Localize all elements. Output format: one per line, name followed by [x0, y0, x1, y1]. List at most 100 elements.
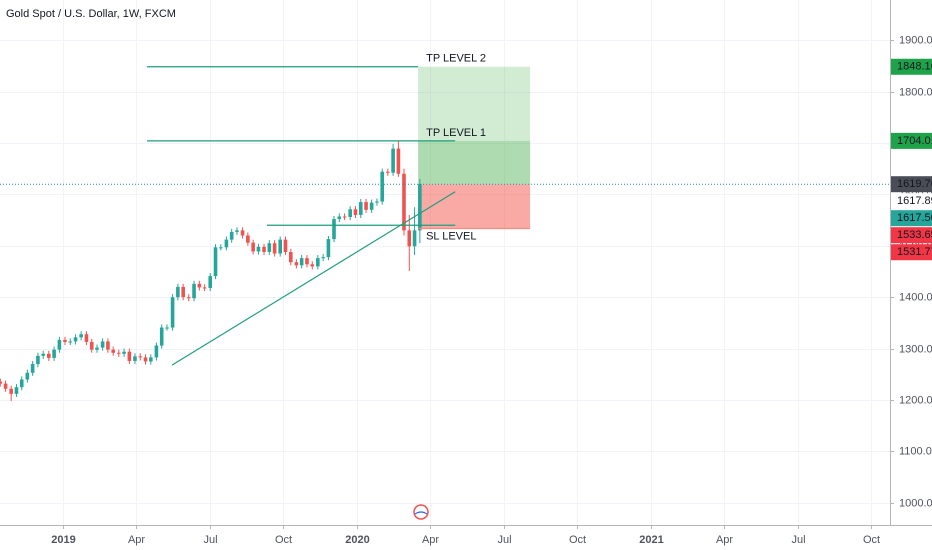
candle-body: [326, 239, 331, 258]
x-tick-label: Oct: [275, 534, 292, 546]
candle-body: [186, 297, 191, 299]
chart-title: Gold Spot / U.S. Dollar, 1W, FXCM: [6, 8, 176, 20]
price-label-bg: [891, 244, 932, 261]
stop-zone: [418, 184, 531, 229]
candle-body: [30, 364, 35, 373]
candle-body: [418, 184, 422, 231]
candle-body: [84, 334, 89, 342]
candle-body: [229, 231, 234, 240]
candle-body: [407, 230, 412, 247]
candle-body: [36, 355, 40, 365]
candle-body: [213, 247, 218, 277]
candle-body: [41, 353, 46, 356]
candle-body: [364, 202, 368, 210]
candle-body: [375, 201, 379, 203]
price-label: 1617.50: [897, 212, 932, 224]
plot-area: TP LEVEL 2 TP LEVEL 1 SL LEVEL: [0, 53, 890, 402]
y-tick-label: 1900.00: [899, 34, 932, 46]
candle-body: [176, 286, 180, 298]
candle-body: [396, 148, 401, 174]
candle-body: [63, 339, 67, 342]
x-tick-label: Oct: [569, 534, 586, 546]
y-tick-label: 1300.00: [899, 343, 932, 355]
candle-body: [95, 347, 99, 350]
x-tick-label: 2019: [51, 534, 75, 546]
x-tick-label: 2020: [345, 534, 369, 546]
price-label: 1531.77: [897, 246, 932, 258]
candle-body: [9, 388, 13, 394]
candle-body: [380, 171, 385, 202]
level-label: TP LEVEL 2: [426, 53, 486, 65]
logo: [413, 504, 429, 520]
candle-body: [138, 356, 143, 358]
candle-body: [143, 357, 148, 362]
x-tick-label: Oct: [863, 534, 880, 546]
candle-body: [0, 381, 3, 384]
level-label: TP LEVEL 1: [426, 127, 486, 139]
candle-body: [358, 202, 363, 215]
candle-body: [316, 258, 320, 267]
candle-body: [251, 242, 255, 252]
candle-body: [235, 230, 239, 232]
y-tick-label: 1800.00: [899, 86, 932, 98]
x-tick-label: Jul: [791, 534, 805, 546]
price-label: 1617.89: [897, 195, 932, 207]
candle-body: [89, 341, 94, 350]
candle-body: [111, 349, 115, 353]
candle-body: [369, 202, 374, 210]
candle-body: [353, 209, 358, 215]
candle-body: [68, 341, 73, 343]
candle-body: [272, 243, 277, 254]
price-label-bg: [891, 193, 932, 210]
candle-body: [25, 372, 30, 380]
candle-body: [219, 247, 223, 249]
candle-body: [294, 262, 299, 266]
candle-body: [402, 173, 406, 231]
profit-zone: [418, 140, 531, 185]
grid: [0, 0, 890, 525]
x-tick-label: Apr: [716, 534, 733, 546]
candle-body: [149, 357, 153, 362]
candle-body: [391, 148, 395, 173]
price-label-bg: [891, 227, 932, 244]
candle-body: [208, 276, 213, 288]
candle-body: [348, 209, 352, 217]
candle-body: [197, 283, 202, 288]
price-label: 1704.01: [897, 135, 932, 147]
candle-body: [154, 345, 159, 358]
candle-body: [267, 243, 272, 252]
candle-body: [240, 230, 245, 236]
candle-body: [106, 341, 110, 350]
candle-body: [165, 327, 169, 329]
candle-body: [299, 258, 304, 266]
price-labels: 1848.16 1704.01 1619.76 1617.89 1617.50 1533.…: [891, 58, 932, 261]
y-tick-label: 1200.00: [899, 394, 932, 406]
price-label-bg: [891, 210, 932, 227]
candle-body: [332, 219, 336, 240]
candle-body: [246, 235, 250, 243]
candle-body: [321, 257, 325, 259]
candle-body: [337, 216, 342, 220]
y-tick-label: 1000.00: [899, 497, 932, 509]
y-tick-label: 1100.00: [899, 445, 932, 457]
candle-body: [47, 353, 51, 358]
price-label: 1848.16: [897, 61, 932, 73]
candle-body: [412, 230, 417, 247]
level-label: SL LEVEL: [426, 230, 476, 242]
candle-body: [256, 246, 261, 252]
candle-body: [3, 383, 8, 389]
candle-body: [127, 351, 132, 361]
candle-body: [310, 264, 315, 267]
candle-body: [224, 239, 229, 248]
candle-body: [305, 258, 309, 265]
x-tick-label: Jul: [203, 534, 217, 546]
candle-body: [386, 171, 390, 173]
target-zone: [418, 66, 531, 141]
x-tick-label: Apr: [128, 534, 145, 546]
candle-body: [73, 337, 78, 342]
candle-body: [278, 239, 283, 254]
candle-body: [52, 349, 56, 358]
